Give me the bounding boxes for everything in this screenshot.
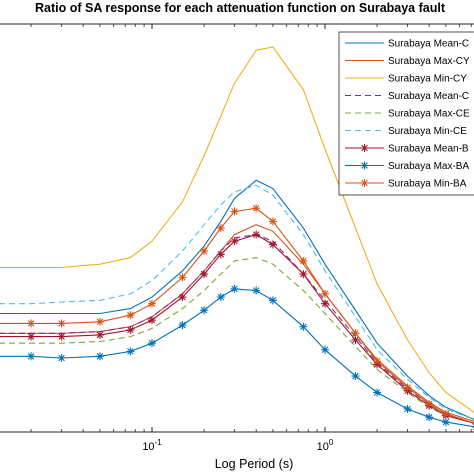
legend-entry-label: Surabaya Mean-C <box>388 91 469 102</box>
data-point-marker <box>148 339 156 348</box>
data-point-marker <box>252 286 261 295</box>
data-point-marker <box>216 250 225 259</box>
data-point-marker <box>268 217 277 226</box>
data-point-marker <box>148 316 156 325</box>
data-point-marker <box>27 332 36 341</box>
x-tick-label: 100 <box>317 438 334 453</box>
legend-entry-label: Surabaya Mean-B <box>388 144 469 155</box>
data-point-marker <box>230 284 239 293</box>
legend-marker <box>360 144 369 152</box>
x-tick-label: 10-1 <box>142 438 162 453</box>
data-point-marker <box>126 347 135 356</box>
legend-entry-label: Surabaya Min-CY <box>388 74 467 85</box>
data-point-marker <box>351 372 360 381</box>
data-point-marker <box>425 400 434 409</box>
data-point-marker <box>57 353 66 362</box>
data-point-marker <box>178 293 187 302</box>
data-point-marker <box>230 207 239 216</box>
data-point-marker <box>425 413 434 422</box>
legend-entry-label: Surabaya Max-BA <box>388 161 469 172</box>
data-point-marker <box>321 345 329 354</box>
data-point-marker <box>178 321 187 330</box>
data-point-marker <box>200 270 209 279</box>
data-point-marker <box>230 237 239 246</box>
data-point-marker <box>216 293 225 302</box>
tick-layer: 10-1 100 <box>30 24 472 453</box>
data-point-marker <box>27 319 36 328</box>
data-point-marker <box>27 352 36 361</box>
x-axis-label: Log Period (s) <box>215 457 294 471</box>
data-point-marker <box>252 204 261 213</box>
data-point-marker <box>441 409 450 418</box>
data-point-marker <box>57 319 66 328</box>
data-point-marker <box>351 329 360 338</box>
legend-marker <box>360 161 369 170</box>
data-point-marker <box>200 247 209 256</box>
x-tick-exponent: 0 <box>329 438 334 447</box>
data-point-marker <box>95 352 104 361</box>
data-point-marker <box>373 388 382 397</box>
data-point-marker <box>126 326 135 334</box>
series-line-5 <box>0 257 474 424</box>
data-point-marker <box>321 299 329 308</box>
data-point-marker <box>216 224 225 232</box>
series-layer <box>0 46 474 431</box>
data-point-marker <box>441 418 450 427</box>
data-point-marker <box>178 273 187 282</box>
data-point-marker <box>252 230 261 239</box>
legend-entry-label: Surabaya Mean-C <box>388 39 469 50</box>
data-point-marker <box>299 270 308 279</box>
series-line-3 <box>0 46 474 413</box>
legend-marker <box>360 179 369 187</box>
data-point-marker <box>268 296 277 305</box>
chart-title: Ratio of SA response for each attenuatio… <box>35 1 446 15</box>
data-point-marker <box>299 256 308 265</box>
data-point-marker <box>299 322 308 331</box>
data-point-marker <box>403 404 412 413</box>
series-line-6 <box>0 184 474 421</box>
data-point-marker <box>148 299 156 308</box>
legend: Surabaya Mean-C Surabaya Max-CY Surabaya M… <box>338 31 474 196</box>
legend-entry-label: Surabaya Min-CE <box>388 126 467 137</box>
legend-entry-label: Surabaya Max-CY <box>388 56 470 67</box>
data-point-marker <box>373 357 382 366</box>
data-point-marker <box>321 289 329 298</box>
x-tick-base: 10 <box>317 441 329 453</box>
data-point-marker <box>200 306 209 315</box>
data-point-marker <box>95 317 104 326</box>
data-point-marker <box>57 332 66 341</box>
data-point-marker <box>403 383 412 392</box>
data-point-marker <box>126 311 135 320</box>
data-point-marker <box>268 240 277 249</box>
x-tick-exponent: -1 <box>155 438 163 447</box>
data-point-marker <box>95 330 104 339</box>
x-tick-base: 10 <box>142 441 154 453</box>
series-line-1 <box>0 179 474 421</box>
legend-entry-label: Surabaya Max-CE <box>388 109 470 120</box>
legend-entry-label: Surabaya Min-BA <box>388 179 467 190</box>
